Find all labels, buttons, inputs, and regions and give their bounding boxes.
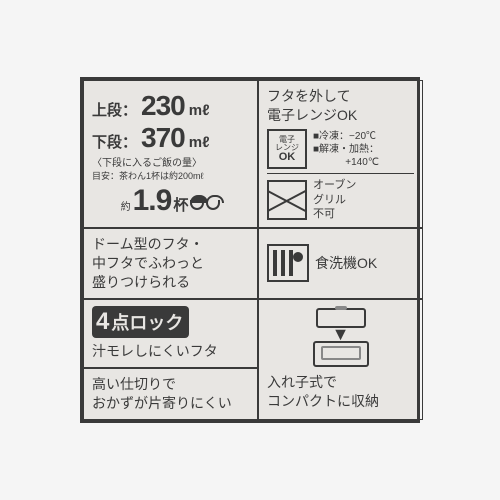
lock-badge: 4 点ロック (92, 306, 189, 338)
freeze-val: −20℃ (349, 131, 376, 142)
oven-info: オーブン グリル 不可 (313, 178, 356, 221)
nest-line1: 入れ子式で (267, 373, 414, 392)
heat-val: +140℃ (345, 157, 379, 168)
lock-badge-row: 4 点ロック (92, 306, 249, 338)
partition-line2: おかずが片寄りにくい (92, 394, 249, 413)
nest-diagram: ▼ (267, 308, 414, 367)
dome-cell: ドーム型のフタ・ 中フタでふわっと 盛りつけられる (83, 228, 258, 299)
oven-cross-icon (267, 180, 307, 220)
nest-cell: ▼ 入れ子式で コンパクトに収納 (258, 299, 423, 420)
oven-label1: オーブン (313, 178, 356, 192)
lock-num: 4 (96, 308, 109, 336)
lower-label: 下段： (92, 131, 137, 152)
divider (267, 173, 414, 174)
dome-line1: ドーム型のフタ・ (92, 235, 249, 254)
oven-label2: グリル (313, 193, 356, 207)
microwave-header1: フタを外して (267, 87, 414, 106)
nest-bottom-icon (313, 341, 369, 367)
dishwasher-cell: 食洗機OK (258, 228, 423, 299)
spec-panel: 上段： 230 mℓ 下段： 370 mℓ 〈下段に入るご飯の量〉 目安：茶わん… (80, 77, 420, 422)
upper-unit: mℓ (189, 102, 210, 119)
oven-row: オーブン グリル 不可 (267, 178, 414, 221)
dishwasher-row: 食洗機OK (267, 244, 414, 282)
dishwasher-icon (267, 244, 309, 282)
lower-value: 370 (141, 122, 185, 154)
partition-line1: 高い仕切りで (92, 375, 249, 394)
rice-hint: 目安：茶わん1杯は約200mℓ (92, 169, 249, 182)
lock-subtitle: 汁モレしにくいフタ (92, 342, 249, 361)
lower-capacity: 下段： 370 mℓ (92, 122, 249, 154)
upper-value: 230 (141, 90, 185, 122)
approx-label: 約 (121, 198, 131, 213)
microwave-header2: 電子レンジOK (267, 106, 414, 125)
nest-top-icon (316, 308, 366, 328)
lock-text: 点ロック (111, 309, 183, 335)
cups-unit: 杯 (173, 194, 188, 215)
dome-line3: 盛りつけられる (92, 273, 249, 292)
temp-info: ■冷凍：−20℃ ■解凍・加熱： +140℃ (313, 130, 379, 169)
partition-cell: 高い仕切りで おかずが片寄りにくい (83, 368, 258, 420)
rice-note: 〈下段に入るご飯の量〉 (92, 154, 249, 169)
bowl-icon (190, 200, 204, 210)
cups-row: 約 1.9 杯 (92, 184, 249, 218)
dishwasher-label: 食洗機OK (315, 254, 377, 273)
arrow-down-icon: ▼ (332, 330, 350, 339)
microwave-row: 電子 レンジ OK ■冷凍：−20℃ ■解凍・加熱： +140℃ (267, 129, 414, 169)
oven-status: 不可 (313, 207, 356, 221)
upper-label: 上段： (92, 99, 137, 120)
lower-unit: mℓ (189, 134, 210, 151)
microwave-cell: フタを外して 電子レンジOK 電子 レンジ OK ■冷凍：−20℃ ■解凍・加熱… (258, 80, 423, 228)
upper-capacity: 上段： 230 mℓ (92, 90, 249, 122)
nest-line2: コンパクトに収納 (267, 392, 414, 411)
dome-line2: 中フタでふわっと (92, 254, 249, 273)
bowl-icons (190, 200, 220, 210)
capacity-cell: 上段： 230 mℓ 下段： 370 mℓ 〈下段に入るご飯の量〉 目安：茶わん… (83, 80, 258, 228)
bowl-icon (206, 200, 220, 210)
microwave-ok-icon: 電子 レンジ OK (267, 129, 307, 169)
cups-value: 1.9 (133, 184, 172, 218)
lock-cell: 4 点ロック 汁モレしにくいフタ (83, 299, 258, 368)
heat-label: ■解凍・加熱： (313, 144, 379, 155)
badge-ok: OK (279, 152, 296, 163)
freeze-label: ■冷凍： (313, 131, 349, 142)
